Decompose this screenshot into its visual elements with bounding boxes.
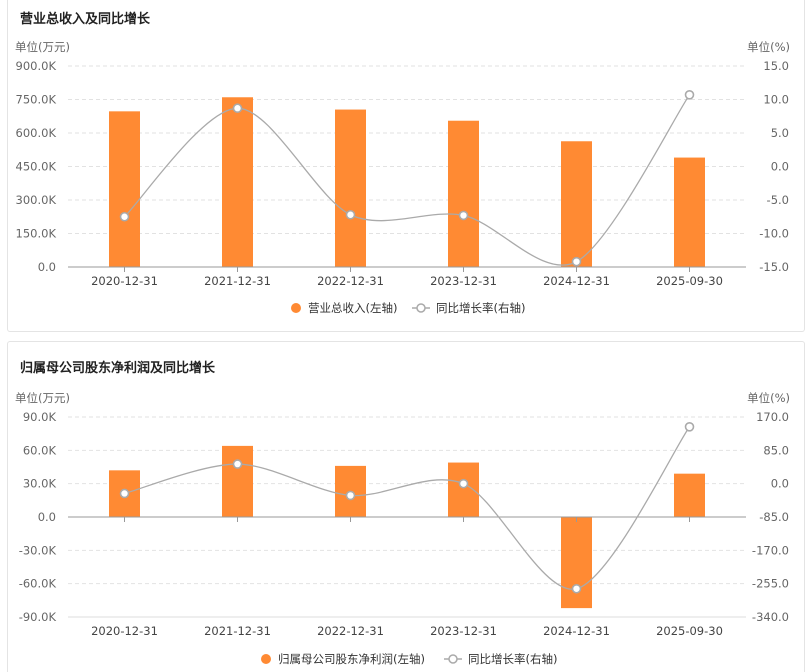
left-tick-label: -60.0K	[19, 577, 57, 591]
bar	[109, 111, 140, 267]
growth-rate-point	[119, 211, 130, 222]
left-axis-unit: 单位(万元)	[15, 391, 70, 405]
legend-bar-swatch	[291, 303, 301, 313]
left-tick-label: 60.0K	[23, 443, 57, 457]
left-axis-unit: 单位(万元)	[15, 40, 70, 54]
right-tick-label: -15.0	[759, 260, 789, 274]
right-tick-label: 5.0	[771, 126, 789, 140]
bar	[561, 517, 592, 609]
x-tick-label: 2024-12-31	[543, 624, 610, 638]
growth-rate-point	[232, 103, 243, 114]
left-tick-label: -30.0K	[19, 543, 57, 557]
growth-rate-point	[458, 210, 469, 221]
growth-rate-line	[124, 426, 691, 590]
legend-line-swatch-marker	[448, 654, 458, 664]
x-tick-label: 2022-12-31	[317, 624, 384, 638]
bar	[674, 157, 705, 267]
growth-rate-point	[684, 90, 695, 100]
x-tick-label: 2024-12-31	[543, 274, 610, 288]
x-tick-label: 2022-12-31	[317, 274, 384, 288]
left-tick-label: 150.0K	[16, 227, 57, 241]
right-axis-unit: 单位(%)	[747, 40, 790, 54]
bar	[561, 141, 592, 267]
bar	[222, 97, 253, 268]
right-tick-label: 0.0	[771, 160, 789, 174]
left-tick-label: 90.0K	[23, 410, 57, 424]
legend-line-label: 同比增长率(右轴)	[436, 301, 525, 315]
x-tick-label: 2025-09-30	[656, 274, 723, 288]
legend-line-label: 同比增长率(右轴)	[468, 652, 557, 666]
x-tick-label: 2020-12-31	[91, 274, 158, 288]
left-tick-label: 900.0K	[16, 59, 57, 73]
right-tick-label: -170.0	[752, 543, 789, 557]
left-tick-label: 300.0K	[16, 193, 57, 207]
growth-rate-point	[232, 459, 243, 469]
legend-line-swatch-marker	[416, 303, 426, 313]
legend-bar-label: 营业总收入(左轴)	[308, 301, 397, 315]
growth-rate-line	[124, 94, 691, 266]
net-profit-chart-panel: 归属母公司股东净利润及同比增长 单位(万元) 单位(%) 90.0K 170.0 60.…	[7, 341, 805, 672]
left-tick-label: -90.0K	[19, 610, 57, 624]
x-tick-label: 2025-09-30	[656, 624, 723, 638]
bar	[674, 473, 705, 517]
growth-rate-point	[345, 490, 356, 501]
chart-title: 归属母公司股东净利润及同比增长	[20, 361, 216, 376]
x-tick-label: 2021-12-31	[204, 274, 271, 288]
growth-rate-point	[684, 422, 695, 432]
right-tick-label: -85.0	[759, 510, 789, 524]
right-axis-unit: 单位(%)	[747, 391, 790, 405]
right-tick-label: 170.0	[756, 410, 789, 424]
revenue-chart: 单位(万元) 单位(%) 900.0K 15.0 750.0K 10.0 600.0K 5.0…	[15, 40, 790, 315]
x-tick-label: 2023-12-31	[430, 624, 497, 638]
right-tick-label: -10.0	[759, 227, 789, 241]
bar	[335, 109, 366, 267]
growth-rate-point	[571, 256, 582, 267]
right-tick-label: 85.0	[763, 443, 789, 457]
left-tick-label: 450.0K	[16, 160, 57, 174]
left-tick-label: 30.0K	[23, 477, 57, 491]
bar	[222, 445, 253, 517]
right-tick-label: 10.0	[763, 93, 789, 107]
x-tick-label: 2023-12-31	[430, 274, 497, 288]
x-tick-label: 2021-12-31	[204, 624, 271, 638]
right-tick-label: -340.0	[752, 610, 789, 624]
growth-rate-point	[458, 478, 469, 489]
growth-rate-point	[119, 488, 130, 499]
right-tick-label: 0.0	[771, 477, 789, 491]
growth-rate-point	[571, 583, 582, 594]
right-tick-label: -255.0	[752, 577, 789, 591]
right-tick-label: -5.0	[767, 193, 789, 207]
growth-rate-point	[345, 209, 356, 220]
chart-title: 营业总收入及同比增长	[20, 12, 151, 27]
left-tick-label: 0.0	[38, 510, 56, 524]
revenue-chart-panel: 营业总收入及同比增长 单位(万元) 单位(%) 900.0K 15.0 750.0K 10…	[7, 0, 805, 332]
legend-bar-swatch	[261, 654, 271, 664]
left-tick-label: 0.0	[38, 260, 56, 274]
net-profit-chart: 单位(万元) 单位(%) 90.0K 170.0 60.0K 85.0 30.0K 0.0 0.…	[15, 391, 790, 666]
legend-bar-label: 归属母公司股东净利润(左轴)	[278, 652, 425, 666]
bar	[448, 120, 479, 267]
x-tick-label: 2020-12-31	[91, 624, 158, 638]
left-tick-label: 600.0K	[16, 126, 57, 140]
left-tick-label: 750.0K	[16, 93, 57, 107]
right-tick-label: 15.0	[763, 59, 789, 73]
